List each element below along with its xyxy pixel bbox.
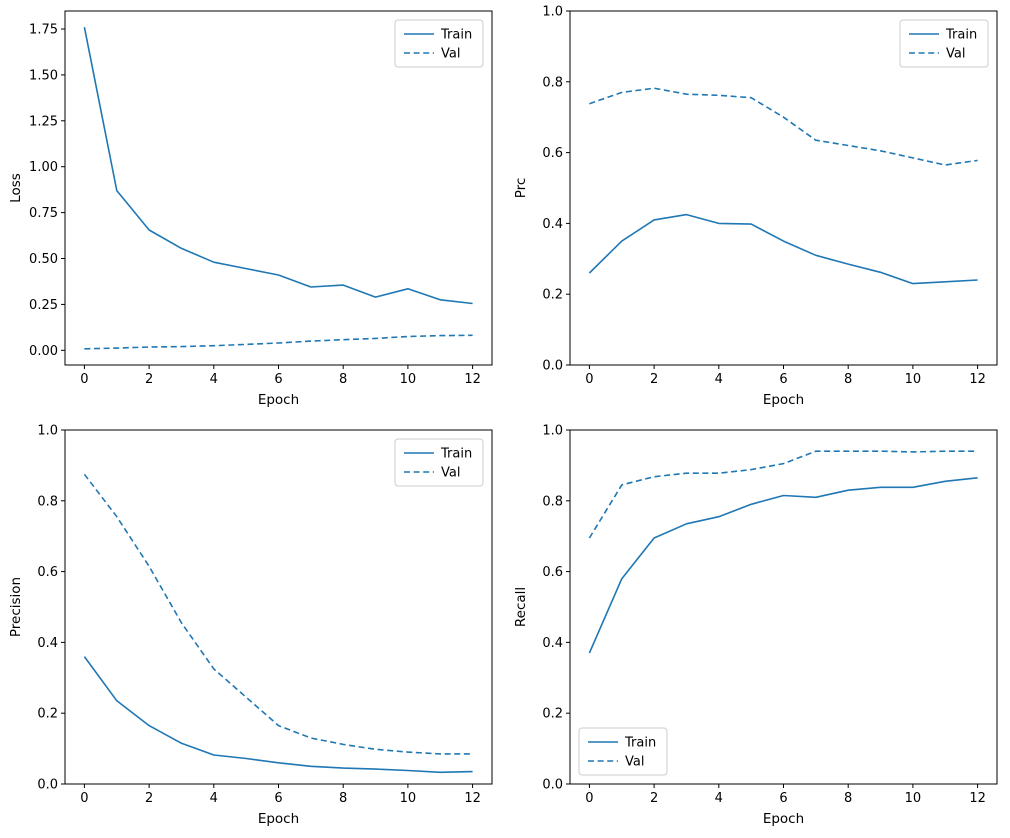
y-tick-label: 0.8	[542, 494, 563, 509]
y-tick-label: 0.4	[37, 636, 58, 651]
y-tick-label: 1.0	[37, 424, 58, 439]
x-tick-label: 12	[969, 372, 986, 387]
val-series-line	[84, 334, 473, 350]
y-tick-label: 0.00	[29, 344, 58, 359]
x-tick-label: 2	[145, 372, 153, 387]
y-axis-label: Precision	[8, 577, 24, 637]
legend-entry-label: Train	[624, 736, 656, 751]
y-tick-label: 1.25	[29, 114, 58, 129]
x-tick-label: 2	[650, 372, 658, 387]
x-tick-label: 6	[274, 372, 282, 387]
y-tick-label: 1.0	[542, 5, 563, 20]
y-tick-label: 0.6	[542, 565, 563, 580]
y-tick-label: 0.4	[542, 636, 563, 651]
y-tick-label: 0.25	[29, 298, 58, 313]
x-tick-label: 0	[585, 791, 593, 806]
legend-entry-label: Train	[945, 28, 977, 43]
prc-chart: 0 2 4 6 8 10 12 0.0 0.2 0.4 0.6 0.8 1.0 Epoch Prc Train…	[513, 5, 998, 408]
y-tick-label: 0.6	[542, 146, 563, 161]
x-tick-label: 10	[400, 791, 417, 806]
y-tick-label: 1.50	[29, 68, 58, 83]
legend-box	[899, 19, 989, 68]
x-tick-label: 6	[779, 791, 787, 806]
val-series-line	[588, 450, 978, 539]
y-tick-label: 0.2	[542, 288, 563, 303]
y-tick-label: 0.75	[29, 206, 58, 221]
y-tick-label: 0.4	[542, 217, 563, 232]
y-tick-label: 1.75	[29, 22, 58, 37]
x-tick-label: 12	[464, 372, 481, 387]
legend-entry-label: Val	[441, 466, 460, 481]
legend-box	[394, 438, 484, 487]
y-tick-label: 1.00	[29, 160, 58, 175]
x-tick-label: 12	[969, 791, 986, 806]
precision-chart: 0 2 4 6 8 10 12 0.0 0.2 0.4 0.6 0.8 1.0 Epoch Precisio…	[8, 424, 493, 827]
x-tick-label: 0	[80, 372, 88, 387]
y-axis-label: Loss	[8, 173, 24, 203]
x-axis-label: Epoch	[258, 811, 299, 827]
legend-entry-label: Val	[946, 47, 965, 62]
y-tick-label: 0.8	[37, 494, 58, 509]
y-tick-label: 0.8	[542, 75, 563, 90]
train-series-line	[83, 27, 473, 305]
x-tick-label: 2	[145, 791, 153, 806]
val-series-line	[83, 473, 473, 755]
y-tick-label: 0.50	[29, 252, 58, 267]
x-axis-label: Epoch	[763, 392, 804, 408]
legend-box	[578, 727, 668, 776]
x-tick-label: 10	[905, 372, 922, 387]
x-tick-label: 0	[585, 372, 593, 387]
y-tick-label: 0.2	[542, 707, 563, 722]
x-tick-label: 8	[339, 791, 347, 806]
x-tick-label: 12	[464, 791, 481, 806]
y-axis-label: Recall	[513, 587, 529, 627]
val-series-line	[589, 87, 978, 166]
x-tick-label: 8	[844, 372, 852, 387]
y-tick-label: 0.6	[37, 565, 58, 580]
y-tick-label: 0.0	[542, 359, 563, 374]
legend-box	[394, 19, 484, 68]
train-series-line	[588, 477, 978, 654]
x-tick-label: 4	[715, 791, 723, 806]
y-tick-label: 0.0	[542, 778, 563, 793]
x-tick-label: 2	[650, 791, 658, 806]
legend-entry-label: Val	[441, 47, 460, 62]
x-tick-label: 6	[274, 791, 282, 806]
y-axis-label: Prc	[513, 178, 529, 199]
y-tick-label: 1.0	[542, 424, 563, 439]
x-tick-label: 4	[210, 791, 218, 806]
legend-entry-label: Train	[440, 447, 472, 462]
legend-entry-label: Val	[625, 755, 644, 770]
train-series-line	[83, 656, 473, 774]
train-series-line	[588, 213, 978, 285]
x-tick-label: 4	[210, 372, 218, 387]
x-tick-label: 4	[715, 372, 723, 387]
legend-entry-label: Train	[440, 28, 472, 43]
y-tick-label: 0.2	[37, 707, 58, 722]
y-tick-label: 0.0	[37, 778, 58, 793]
x-tick-label: 6	[779, 372, 787, 387]
x-tick-label: 10	[400, 372, 417, 387]
loss-chart: 0 2 4 6 8 10 12 0.00 0.25 0.50 0.75 1.00 1.25 1.50 1.7…	[8, 10, 493, 408]
x-tick-label: 8	[339, 372, 347, 387]
x-axis-label: Epoch	[258, 392, 299, 408]
recall-chart: 0 2 4 6 8 10 12 0.0 0.2 0.4 0.6 0.8 1.0 Epoch Recall Tr…	[513, 424, 998, 827]
x-axis-label: Epoch	[763, 811, 804, 827]
x-tick-label: 8	[844, 791, 852, 806]
x-tick-label: 0	[80, 791, 88, 806]
x-tick-label: 10	[905, 791, 922, 806]
